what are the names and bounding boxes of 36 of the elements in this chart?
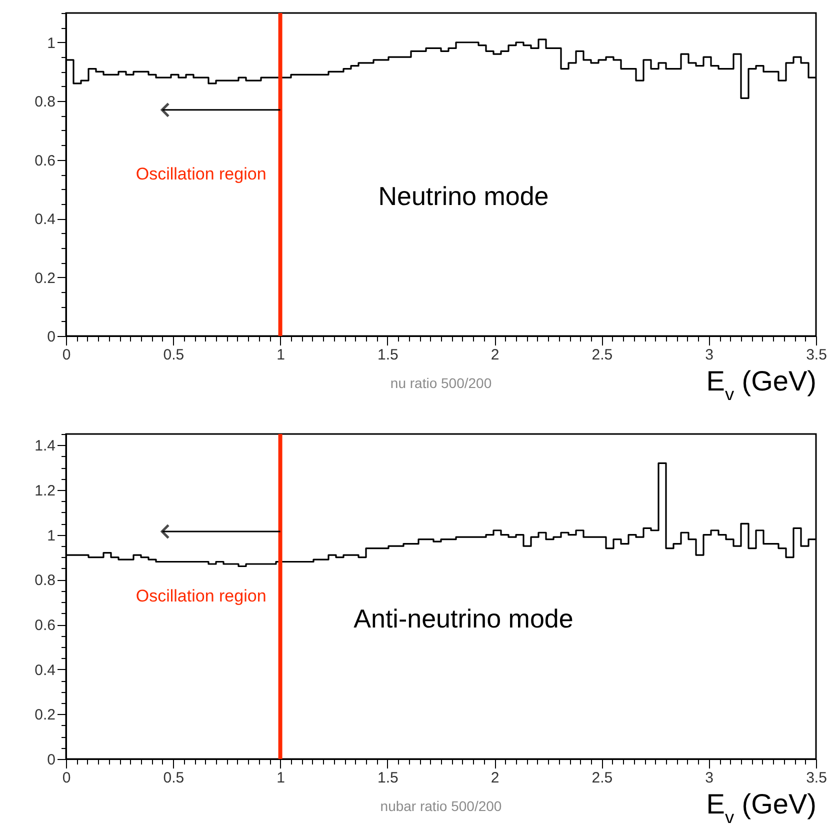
x-tick-label: 1	[276, 770, 285, 786]
x-tick-label: 2.5	[592, 346, 613, 364]
x-tick-label: 2	[490, 346, 500, 364]
y-tick-label: 1.2	[34, 482, 56, 500]
y-tick-label: 0.2	[34, 706, 56, 724]
y-tick-label: 0.4	[34, 211, 56, 228]
x-tick-label: 1	[276, 346, 285, 364]
x-tick-label: 0.5	[163, 346, 184, 364]
y-tick-label: 0.8	[34, 94, 56, 111]
text: nubar ratio 500/200	[380, 798, 502, 814]
annotation: Anti-neutrino mode	[354, 603, 574, 634]
x-tick-label: 0	[62, 346, 71, 364]
y-tick-label: 0.6	[34, 152, 56, 170]
ref-line-label: Oscillation region	[136, 586, 266, 606]
x-tick-label: 0.5	[163, 770, 184, 786]
y-tick-label: 1.4	[34, 438, 56, 455]
x-tick-label: 1.5	[378, 770, 398, 786]
y-tick-label: 0.4	[34, 662, 56, 679]
text: nu ratio 500/200	[390, 375, 492, 391]
y-tick-label: 0.2	[34, 270, 56, 287]
y-tick-label: 0	[47, 752, 56, 768]
ref-line-label: Oscillation region	[136, 164, 266, 184]
x-tick-label: 3.5	[806, 346, 827, 364]
annotation: Neutrino mode	[378, 181, 549, 212]
y-tick-label: 0	[47, 328, 56, 346]
x-tick-label: 3	[705, 346, 714, 364]
y-tick-label: 1	[47, 34, 56, 52]
x-tick-label: 3.5	[806, 770, 827, 786]
y-tick-label: 0.8	[34, 572, 56, 590]
x-tick-label: 1.5	[378, 346, 398, 364]
x-tick-label: 2.5	[592, 770, 613, 786]
y-tick-label: 0.6	[34, 617, 56, 634]
x-tick-label: 2	[490, 770, 500, 786]
y-tick-label: 1	[47, 527, 56, 544]
x-tick-label: 3	[705, 770, 714, 786]
x-tick-label: 0	[62, 770, 71, 786]
